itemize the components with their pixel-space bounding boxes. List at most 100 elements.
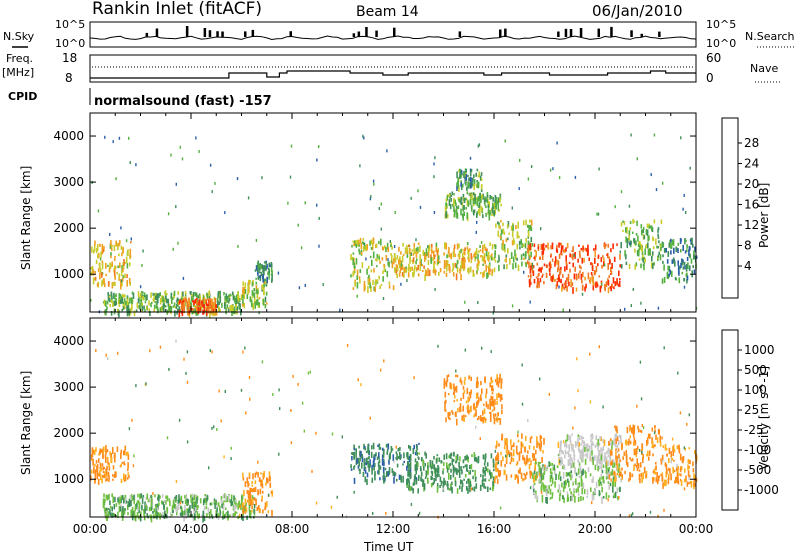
echo-cell bbox=[453, 193, 455, 196]
echo-cell bbox=[669, 269, 671, 275]
echo-cell bbox=[196, 496, 198, 504]
echo-cell bbox=[488, 479, 490, 482]
echo-cell bbox=[279, 407, 281, 411]
echo-cell bbox=[558, 285, 560, 289]
echo-cell bbox=[541, 250, 544, 256]
echo-cell bbox=[486, 199, 489, 203]
echo-cell bbox=[394, 211, 396, 214]
echo-cell bbox=[96, 470, 99, 477]
echo-cell bbox=[679, 478, 682, 482]
echo-cell bbox=[522, 253, 525, 257]
echo-cell bbox=[451, 269, 454, 272]
echo-cell bbox=[590, 262, 592, 265]
echo-cell bbox=[107, 264, 109, 267]
echo-cell bbox=[553, 464, 556, 471]
echo-cell bbox=[184, 297, 187, 302]
echo-cell bbox=[590, 272, 593, 275]
echo-cell bbox=[119, 497, 121, 504]
echo-cell bbox=[583, 489, 586, 495]
echo-cell bbox=[561, 253, 563, 256]
colorbar-tick-label: 12 bbox=[744, 218, 759, 232]
echo-cell bbox=[524, 252, 527, 260]
echo-cell bbox=[462, 183, 464, 188]
echo-cell bbox=[673, 459, 675, 462]
echo-cell bbox=[471, 454, 473, 457]
echo-cell bbox=[628, 263, 631, 269]
echo-cell bbox=[408, 251, 410, 254]
echo-cell bbox=[372, 511, 374, 515]
echo-cell bbox=[648, 235, 650, 241]
echo-cell bbox=[485, 467, 487, 472]
echo-cell bbox=[485, 250, 488, 257]
echo-cell bbox=[665, 247, 667, 253]
echo-cell bbox=[515, 463, 518, 466]
echo-cell bbox=[543, 247, 546, 251]
echo-cell bbox=[178, 418, 181, 422]
echo-cell bbox=[216, 512, 218, 519]
echo-cell bbox=[197, 307, 200, 314]
echo-cell bbox=[358, 461, 360, 467]
echo-cell bbox=[640, 397, 643, 401]
echo-cell bbox=[449, 462, 451, 467]
echo-cell bbox=[620, 438, 622, 444]
echo-cell bbox=[495, 379, 497, 383]
echo-cell bbox=[439, 267, 442, 273]
noise-spike bbox=[216, 31, 219, 37]
colorbar-tick-label: 20 bbox=[744, 177, 759, 191]
echo-cell bbox=[417, 264, 419, 270]
echo-cell bbox=[238, 303, 240, 309]
echo-cell bbox=[247, 499, 249, 502]
echo-cell bbox=[402, 242, 404, 247]
echo-cell bbox=[578, 244, 580, 247]
echo-cell bbox=[360, 450, 362, 457]
echo-cell bbox=[582, 496, 584, 501]
echo-cell bbox=[408, 487, 410, 491]
echo-cell bbox=[191, 310, 194, 315]
echo-cell bbox=[653, 262, 655, 266]
echo-cell bbox=[267, 271, 269, 276]
echo-cell bbox=[556, 141, 558, 145]
echo-cell bbox=[101, 448, 103, 452]
echo-cell bbox=[653, 468, 656, 475]
echo-cell bbox=[482, 244, 484, 250]
echo-cell bbox=[590, 443, 593, 446]
echo-cell bbox=[434, 287, 436, 291]
echo-cell bbox=[588, 445, 591, 451]
echo-cell bbox=[256, 298, 259, 306]
echo-cell bbox=[309, 370, 311, 374]
echo-cell bbox=[358, 445, 360, 449]
echo-cell bbox=[182, 299, 185, 303]
echo-cell bbox=[529, 243, 532, 249]
echo-cell bbox=[446, 375, 449, 382]
echo-cell bbox=[487, 259, 490, 262]
echo-cell bbox=[162, 296, 164, 303]
echo-cell bbox=[245, 411, 247, 415]
echo-cell bbox=[339, 308, 341, 312]
echo-cell bbox=[649, 510, 652, 514]
echo-cell bbox=[659, 441, 662, 447]
echo-cell bbox=[564, 282, 566, 286]
echo-cell bbox=[105, 353, 107, 357]
echo-cell bbox=[468, 471, 470, 475]
echo-cell bbox=[375, 243, 378, 248]
echo-cell bbox=[549, 474, 552, 479]
echo-cell bbox=[572, 253, 574, 261]
echo-cell bbox=[457, 181, 459, 188]
echo-cell bbox=[550, 276, 552, 281]
echo-cell bbox=[495, 445, 497, 449]
noise-spike bbox=[658, 31, 661, 37]
echo-cell bbox=[123, 259, 125, 266]
echo-cell bbox=[689, 265, 691, 271]
echo-cell bbox=[139, 493, 141, 500]
echo-cell bbox=[456, 468, 458, 476]
echo-cell bbox=[235, 304, 237, 308]
noise-spike bbox=[289, 31, 292, 37]
echo-cell bbox=[262, 509, 264, 514]
echo-cell bbox=[530, 236, 533, 243]
echo-cell bbox=[511, 240, 514, 246]
echo-cell bbox=[229, 293, 231, 296]
echo-cell bbox=[228, 294, 230, 298]
echo-cell bbox=[453, 206, 455, 213]
echo-cell bbox=[141, 264, 143, 267]
echo-cell bbox=[463, 248, 465, 254]
